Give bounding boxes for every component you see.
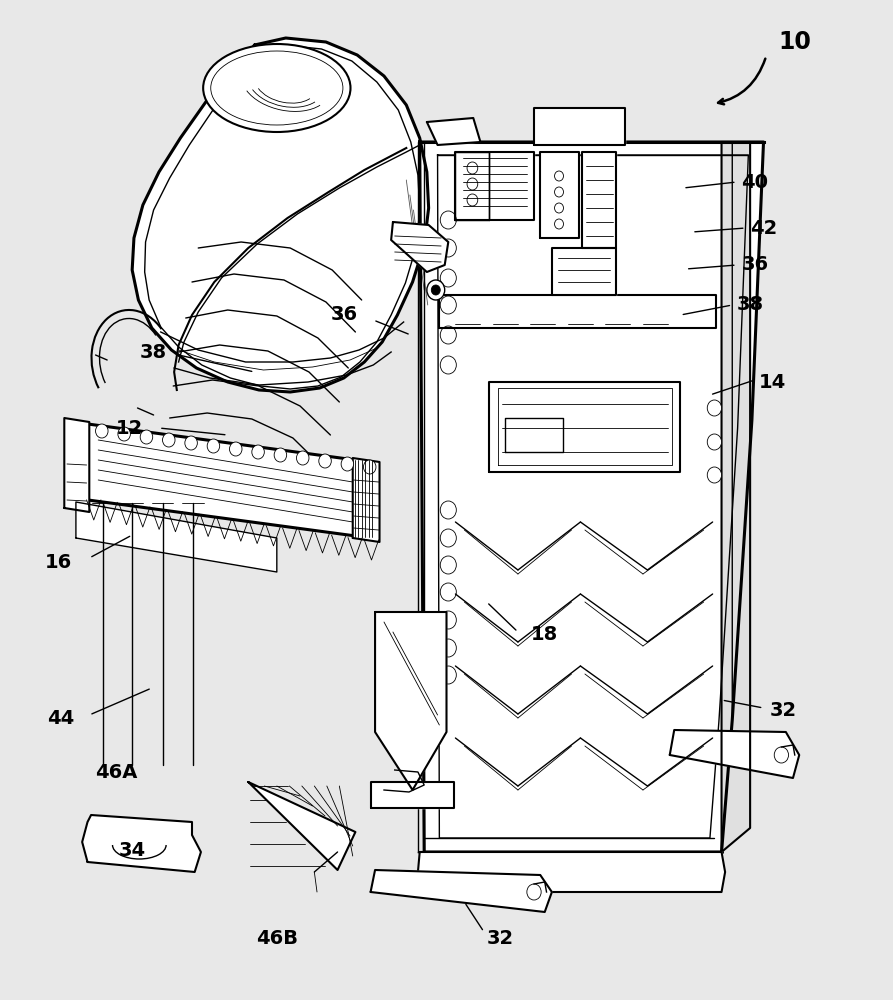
- Text: 40: 40: [741, 172, 768, 192]
- Polygon shape: [371, 870, 552, 912]
- Polygon shape: [248, 782, 355, 870]
- Text: 34: 34: [119, 840, 146, 859]
- Polygon shape: [132, 38, 429, 392]
- Circle shape: [431, 285, 440, 295]
- Circle shape: [118, 427, 130, 441]
- Circle shape: [185, 436, 197, 450]
- Circle shape: [440, 326, 456, 344]
- Circle shape: [140, 430, 153, 444]
- Polygon shape: [375, 612, 446, 790]
- Circle shape: [341, 457, 354, 471]
- Circle shape: [363, 460, 376, 474]
- Circle shape: [527, 884, 541, 900]
- Circle shape: [440, 269, 456, 287]
- Circle shape: [296, 451, 309, 465]
- Text: 16: 16: [45, 552, 71, 572]
- Polygon shape: [552, 248, 616, 295]
- Polygon shape: [439, 295, 716, 328]
- Circle shape: [319, 454, 331, 468]
- Polygon shape: [76, 502, 277, 572]
- Circle shape: [440, 611, 456, 629]
- Circle shape: [774, 747, 789, 763]
- Polygon shape: [353, 458, 380, 542]
- Circle shape: [230, 442, 242, 456]
- Text: 14: 14: [759, 372, 787, 391]
- Text: 12: 12: [116, 418, 143, 438]
- Polygon shape: [722, 142, 750, 852]
- Circle shape: [427, 280, 445, 300]
- Circle shape: [274, 448, 287, 462]
- Polygon shape: [82, 815, 201, 872]
- Circle shape: [440, 501, 456, 519]
- Text: 32: 32: [487, 928, 513, 948]
- Text: 38: 38: [737, 296, 764, 314]
- Circle shape: [440, 583, 456, 601]
- Circle shape: [163, 433, 175, 447]
- Polygon shape: [455, 152, 534, 220]
- Text: 18: 18: [531, 626, 558, 645]
- Text: 46A: 46A: [95, 762, 138, 782]
- Polygon shape: [418, 852, 725, 892]
- Circle shape: [707, 434, 722, 450]
- Text: 36: 36: [741, 255, 768, 274]
- Circle shape: [440, 666, 456, 684]
- Circle shape: [440, 556, 456, 574]
- Circle shape: [96, 424, 108, 438]
- Circle shape: [440, 239, 456, 257]
- Polygon shape: [420, 142, 764, 852]
- Polygon shape: [427, 118, 480, 145]
- Text: 32: 32: [770, 700, 797, 720]
- Circle shape: [252, 445, 264, 459]
- Text: 42: 42: [750, 219, 778, 237]
- Polygon shape: [371, 782, 454, 808]
- Circle shape: [440, 356, 456, 374]
- Polygon shape: [534, 108, 625, 145]
- Text: 36: 36: [330, 306, 357, 324]
- Ellipse shape: [203, 44, 350, 132]
- Circle shape: [440, 211, 456, 229]
- Polygon shape: [489, 382, 680, 472]
- Text: 44: 44: [47, 708, 74, 728]
- Circle shape: [440, 639, 456, 657]
- Polygon shape: [670, 730, 799, 778]
- Circle shape: [707, 400, 722, 416]
- Polygon shape: [540, 152, 579, 238]
- Circle shape: [207, 439, 220, 453]
- Polygon shape: [505, 418, 563, 452]
- Circle shape: [440, 296, 456, 314]
- Circle shape: [707, 467, 722, 483]
- Polygon shape: [73, 423, 378, 538]
- Polygon shape: [582, 152, 616, 248]
- Text: 38: 38: [140, 342, 167, 361]
- Text: 10: 10: [779, 30, 812, 54]
- Polygon shape: [391, 222, 448, 272]
- Circle shape: [440, 529, 456, 547]
- Text: 46B: 46B: [255, 928, 298, 948]
- Polygon shape: [64, 418, 89, 512]
